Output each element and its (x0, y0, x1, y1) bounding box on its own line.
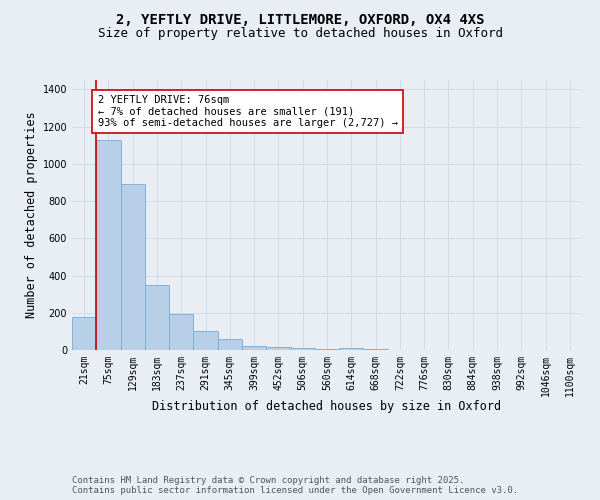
Text: Size of property relative to detached houses in Oxford: Size of property relative to detached ho… (97, 28, 503, 40)
Bar (218, 339, 242, 350)
Bar (145, 285, 169, 350)
Bar (339, 348, 364, 350)
Text: 2 YEFTLY DRIVE: 76sqm
← 7% of detached houses are smaller (191)
93% of semi-deta: 2 YEFTLY DRIVE: 76sqm ← 7% of detached h… (97, 95, 398, 128)
Y-axis label: Number of detached properties: Number of detached properties (25, 112, 38, 318)
Bar (266, 347, 290, 350)
Bar (96, 140, 121, 350)
Text: 2, YEFTLY DRIVE, LITTLEMORE, OXFORD, OX4 4XS: 2, YEFTLY DRIVE, LITTLEMORE, OXFORD, OX4… (116, 12, 484, 26)
Text: Contains HM Land Registry data © Crown copyright and database right 2025.
Contai: Contains HM Land Registry data © Crown c… (72, 476, 518, 495)
Bar (72, 318, 96, 350)
Bar (169, 314, 193, 350)
Bar (364, 349, 388, 350)
Bar (315, 349, 339, 350)
X-axis label: Distribution of detached houses by size in Oxford: Distribution of detached houses by size … (152, 400, 502, 413)
Bar (242, 346, 266, 350)
Bar (193, 332, 218, 350)
Bar (290, 348, 315, 350)
Bar (121, 184, 145, 350)
